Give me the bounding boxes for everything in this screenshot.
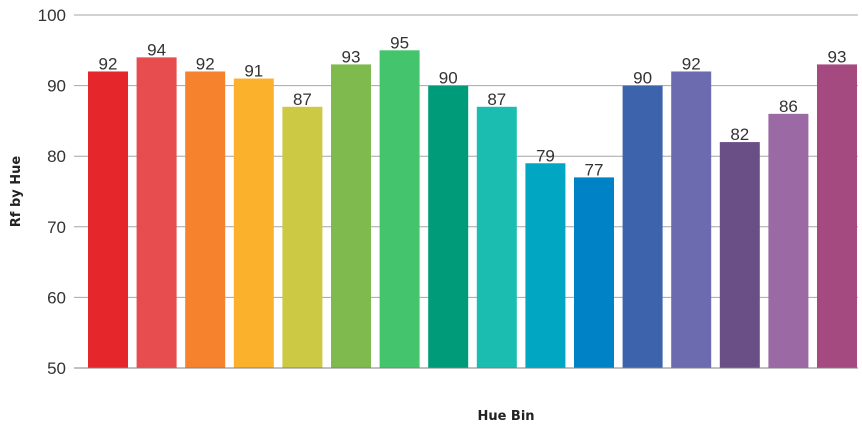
y-axis-ticks: 50 60 70 80 90 100 (38, 6, 66, 378)
bar (574, 177, 614, 368)
bar-value-label: 93 (828, 47, 847, 66)
bar (719, 142, 760, 368)
bar-value-label: 90 (633, 69, 652, 88)
bar (525, 163, 566, 368)
bar (671, 71, 712, 368)
bar (88, 71, 128, 368)
bar-value-label: 92 (99, 54, 118, 73)
bar-value-label: 93 (342, 47, 361, 66)
bar-value-label: 87 (293, 90, 312, 109)
bar-value-label: 82 (730, 125, 749, 144)
bar-value-label: 91 (244, 62, 263, 81)
bar (282, 106, 323, 368)
bar-value-label: 87 (487, 90, 506, 109)
bar-value-label: 95 (390, 33, 409, 52)
bar (817, 64, 857, 369)
bar (379, 50, 420, 369)
bar (476, 106, 517, 368)
bar-value-label: 77 (585, 160, 604, 179)
bar-value-label: 90 (439, 69, 458, 88)
y-tick-label: 60 (47, 288, 66, 307)
y-tick-label: 80 (47, 147, 66, 166)
y-axis-title: Rf by Hue (9, 156, 24, 228)
bar (428, 85, 469, 368)
bar (136, 57, 177, 369)
y-tick-label: 50 (47, 359, 66, 378)
bar (233, 78, 274, 368)
bar-value-label: 86 (779, 97, 798, 116)
bar (185, 71, 226, 368)
y-tick-label: 70 (47, 218, 66, 237)
bar (622, 85, 663, 368)
data-labels: 92 94 92 91 87 93 95 90 87 79 77 90 92 82 86 93 (99, 33, 847, 179)
bar-value-label: 92 (196, 54, 215, 73)
bar-value-label: 94 (147, 40, 166, 59)
bar-value-label: 92 (682, 54, 701, 73)
bar (331, 64, 371, 369)
y-tick-label: 100 (38, 6, 66, 25)
x-axis-title: Hue Bin (477, 409, 534, 424)
bars (88, 50, 857, 369)
bar (768, 113, 809, 368)
y-tick-label: 90 (47, 77, 66, 96)
bar-value-label: 79 (536, 146, 555, 165)
